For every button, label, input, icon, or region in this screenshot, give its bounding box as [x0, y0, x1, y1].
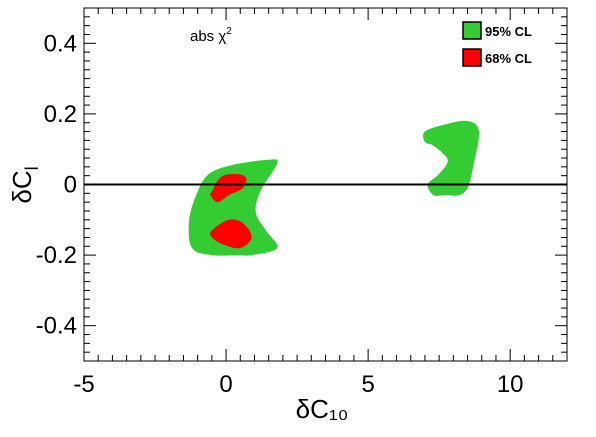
chi2-annotation: abs χ2 — [190, 26, 232, 45]
x-tick-label: -5 — [73, 371, 94, 398]
legend-swatch-95 — [462, 21, 482, 40]
y-tick-label: 0.2 — [44, 101, 77, 128]
x-axis-title: δC₁₀ — [296, 394, 349, 424]
contour-region-3 — [210, 173, 247, 203]
legend-label-68: 68% CL — [485, 51, 532, 66]
annotation-superscript: 2 — [226, 26, 232, 37]
legend-swatch-68 — [462, 48, 482, 67]
annotation-text: abs χ — [190, 28, 226, 45]
y-tick-label: 0 — [64, 172, 77, 199]
tick-labels-layer: -5 0 5 10 -0.4 -0.2 0 0.2 0.4 — [36, 30, 524, 398]
y-axis-title-main: δC — [7, 170, 37, 203]
y-tick-label: -0.4 — [36, 313, 77, 340]
regions-layer — [188, 120, 480, 256]
contour-region-4 — [210, 219, 252, 249]
y-axis-title-subscript: l — [22, 166, 42, 170]
contour-region-2 — [423, 120, 480, 196]
x-tick-label: 5 — [361, 371, 374, 398]
legend-label-95: 95% CL — [485, 24, 532, 39]
legend: 95% CL 68% CL — [462, 21, 532, 67]
x-tick-label: 10 — [497, 371, 524, 398]
x-tick-label: 0 — [219, 371, 232, 398]
y-tick-label: 0.4 — [44, 30, 77, 57]
y-axis-title: δCl — [7, 166, 42, 203]
contour-region-1 — [188, 159, 278, 256]
ticks-layer — [83, 7, 568, 362]
y-tick-label: -0.2 — [36, 242, 77, 269]
